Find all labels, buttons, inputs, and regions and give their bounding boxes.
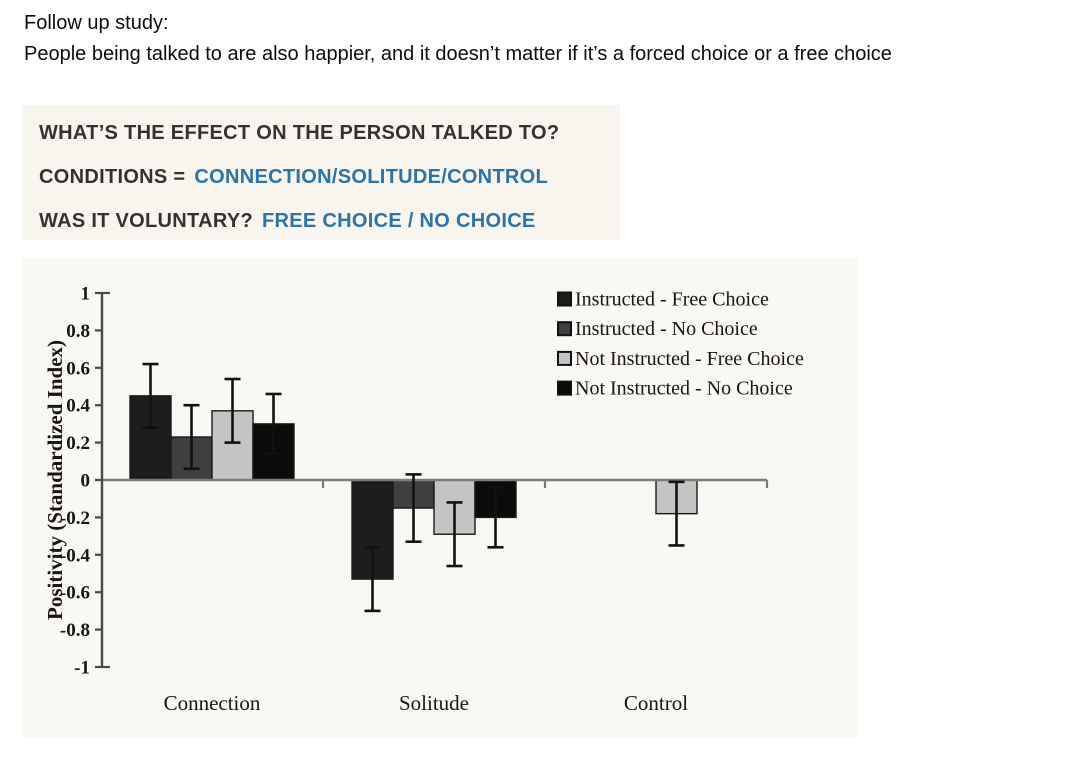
voluntary-line: WAS IT VOLUNTARY? FREE CHOICE / NO CHOICE: [39, 199, 620, 243]
legend-label-2: Instructed - No Choice: [575, 318, 758, 340]
legend-label-4: Not Instructed - No Choice: [575, 378, 793, 400]
legend-swatch-3: [557, 350, 572, 366]
study-questions-box: WHAT’S THE EFFECT ON THE PERSON TALKED T…: [22, 105, 620, 240]
y-axis-title: Positivity (Standardized Index): [43, 340, 67, 620]
y-tick-label-0.2: 0.2: [66, 433, 90, 454]
y-tick-label--0.2: -0.2: [60, 508, 90, 529]
y-tick-label--0.4: -0.4: [60, 545, 91, 566]
bar-chart-panel: 1 0.8 0.6 0.4 0.2 0 -0.2 -0.4 -0.6 -0.8 -1 Connecti…: [22, 258, 858, 738]
question-effect-text: WHAT’S THE EFFECT ON THE PERSON TALKED T…: [39, 122, 560, 144]
y-tick-label-0: 0: [81, 471, 91, 492]
category-label-control: Control: [624, 691, 688, 715]
y-tick-label-0.8: 0.8: [66, 321, 90, 342]
legend-swatch-1: [557, 291, 572, 307]
question-effect-line: WHAT’S THE EFFECT ON THE PERSON TALKED T…: [39, 111, 620, 155]
legend-swatch-4: [557, 380, 572, 396]
legend-swatch-2: [557, 321, 572, 337]
y-tick-label--0.8: -0.8: [60, 620, 90, 641]
conditions-label: CONDITIONS =: [39, 166, 186, 188]
y-tick-label-0.4: 0.4: [66, 396, 90, 417]
category-label-solitude: Solitude: [399, 691, 469, 715]
legend-label-1: Instructed - Free Choice: [575, 289, 769, 311]
voluntary-label: WAS IT VOLUNTARY?: [39, 210, 253, 232]
intro-text: Follow up study: People being talked to …: [24, 8, 892, 70]
category-label-connection: Connection: [164, 691, 261, 715]
intro-line-2: People being talked to are also happier,…: [24, 43, 892, 65]
y-tick-label-1: 1: [81, 284, 91, 305]
conditions-value: CONNECTION/SOLITUDE/CONTROL: [194, 166, 549, 188]
y-tick-label-0.6: 0.6: [66, 358, 90, 379]
bar-chart: 1 0.8 0.6 0.4 0.2 0 -0.2 -0.4 -0.6 -0.8 -1 Connecti…: [43, 284, 804, 716]
voluntary-value: FREE CHOICE / NO CHOICE: [261, 210, 536, 232]
y-tick-label--0.6: -0.6: [60, 583, 90, 604]
intro-line-1: Follow up study:: [24, 12, 169, 34]
conditions-line: CONDITIONS = CONNECTION/SOLITUDE/CONTROL: [39, 155, 620, 199]
y-tick-label--1: -1: [74, 658, 90, 679]
legend-label-3: Not Instructed - Free Choice: [575, 348, 804, 370]
